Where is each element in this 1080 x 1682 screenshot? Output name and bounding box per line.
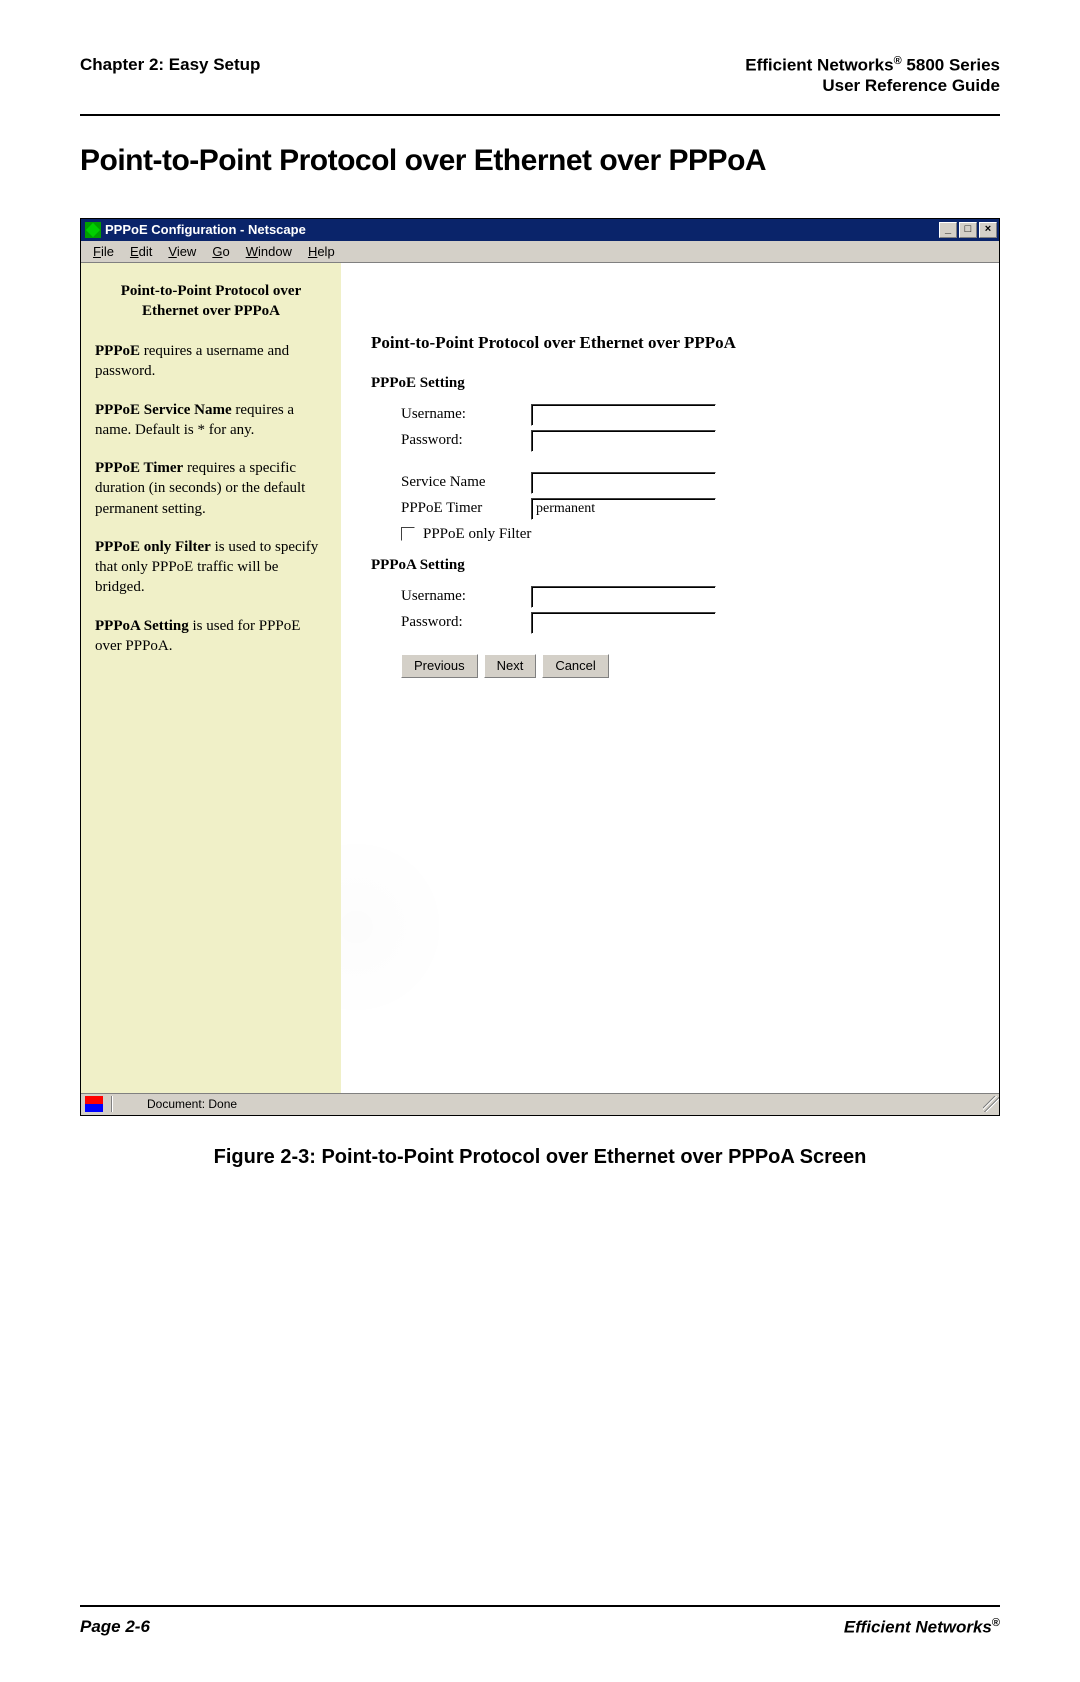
chapter-label: Chapter 2: Easy Setup	[80, 55, 260, 75]
pppoe-filter-checkbox[interactable]	[401, 527, 415, 541]
next-button[interactable]: Next	[484, 654, 537, 678]
product-series: 5800 Series	[902, 56, 1000, 75]
username-label: Username:	[401, 406, 531, 423]
help-title: Point-to-Point Protocol over Ethernet ov…	[95, 281, 327, 322]
cancel-button[interactable]: Cancel	[542, 654, 608, 678]
pppoe-timer-input[interactable]	[531, 498, 716, 520]
maximize-button[interactable]: □	[959, 222, 977, 238]
figure-caption: Figure 2-3: Point-to-Point Protocol over…	[80, 1146, 1000, 1169]
section-title: Point-to-Point Protocol over Ethernet ov…	[80, 144, 1000, 178]
username2-input[interactable]	[531, 586, 716, 608]
service-name-label: Service Name	[401, 474, 531, 491]
password2-input[interactable]	[531, 612, 716, 634]
footer-brand: Efficient Networks®	[844, 1617, 1000, 1638]
window-titlebar[interactable]: PPPoE Configuration - Netscape _ □ ×	[81, 219, 999, 241]
help-para-timer: PPPoE Timer requires a specific duration…	[95, 458, 327, 519]
username2-label: Username:	[401, 588, 531, 605]
help-para-pppoa: PPPoA Setting is used for PPPoE over PPP…	[95, 616, 327, 657]
menu-edit[interactable]: Edit	[122, 244, 160, 259]
pppoe-section-label: PPPoE Setting	[371, 375, 969, 392]
status-icon	[85, 1096, 103, 1112]
menu-window[interactable]: Window	[238, 244, 300, 259]
password2-label: Password:	[401, 614, 531, 631]
help-para-filter: PPPoE only Filter is used to specify tha…	[95, 537, 327, 598]
status-bar: Document: Done	[81, 1093, 999, 1115]
pppoe-filter-label: PPPoE only Filter	[423, 526, 531, 543]
page-footer: Page 2-6 Efficient Networks®	[80, 1605, 1000, 1638]
menu-help[interactable]: Help	[300, 244, 343, 259]
app-icon	[85, 222, 101, 238]
minimize-button[interactable]: _	[939, 222, 957, 238]
service-name-input[interactable]	[531, 472, 716, 494]
menu-go[interactable]: Go	[204, 244, 237, 259]
content-area: Point-to-Point Protocol over Ethernet ov…	[81, 263, 999, 1093]
help-para-pppoe: PPPoE requires a username and password.	[95, 341, 327, 382]
resize-grip-icon[interactable]	[983, 1096, 999, 1112]
username-input[interactable]	[531, 404, 716, 426]
form-heading: Point-to-Point Protocol over Ethernet ov…	[371, 333, 969, 353]
pppoe-timer-label: PPPoE Timer	[401, 500, 531, 517]
product-brand: Efficient Networks	[745, 56, 893, 75]
status-text: Document: Done	[117, 1097, 237, 1111]
help-panel: Point-to-Point Protocol over Ethernet ov…	[81, 263, 341, 1093]
password-label: Password:	[401, 432, 531, 449]
password-input[interactable]	[531, 430, 716, 452]
menu-file[interactable]: File	[85, 244, 122, 259]
registered-mark: ®	[894, 55, 902, 67]
close-button[interactable]: ×	[979, 222, 997, 238]
previous-button[interactable]: Previous	[401, 654, 478, 678]
page-number: Page 2-6	[80, 1617, 150, 1638]
page-header: Chapter 2: Easy Setup Efficient Networks…	[80, 55, 1000, 116]
pppoa-section-label: PPPoA Setting	[371, 557, 969, 574]
screenshot-window: PPPoE Configuration - Netscape _ □ × Fil…	[80, 218, 1000, 1116]
menu-view[interactable]: View	[160, 244, 204, 259]
window-title: PPPoE Configuration - Netscape	[105, 222, 306, 237]
form-panel: Point-to-Point Protocol over Ethernet ov…	[341, 263, 999, 1093]
product-subtitle: User Reference Guide	[822, 76, 1000, 95]
product-label: Efficient Networks® 5800 Series User Ref…	[745, 55, 1000, 96]
help-para-service: PPPoE Service Name requires a name. Defa…	[95, 400, 327, 441]
menu-bar: File Edit View Go Window Help	[81, 241, 999, 263]
